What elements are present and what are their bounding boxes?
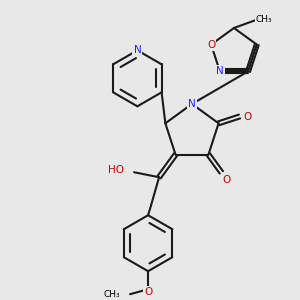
Text: CH₃: CH₃ — [103, 290, 120, 299]
Text: O: O — [207, 40, 215, 50]
Text: O: O — [144, 287, 152, 297]
Text: O: O — [243, 112, 252, 122]
Text: HO: HO — [108, 165, 124, 175]
Text: N: N — [134, 45, 141, 55]
Text: O: O — [222, 176, 230, 185]
Text: CH₃: CH₃ — [256, 16, 272, 25]
Text: N: N — [188, 99, 196, 109]
Text: N: N — [216, 66, 224, 76]
